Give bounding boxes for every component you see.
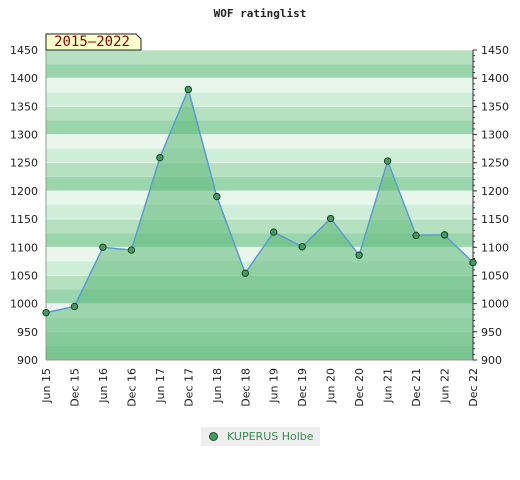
y-tick-label-right: 1400	[481, 72, 509, 85]
y-tick-label-right: 1450	[481, 44, 509, 57]
x-tick-label: Jun 15	[40, 368, 53, 404]
data-point	[270, 228, 278, 236]
data-point	[383, 157, 392, 165]
data-point	[412, 231, 420, 240]
y-tick-label-left: 1200	[10, 185, 38, 198]
data-point	[127, 246, 136, 254]
x-tick-label: Dec 20	[353, 368, 366, 407]
y-tick-label-right: 950	[481, 326, 502, 339]
y-tick-label-right: 1200	[481, 185, 509, 198]
data-point	[42, 308, 50, 317]
x-tick-label: Dec 19	[296, 368, 309, 407]
y-tick-label-left: 950	[17, 326, 38, 339]
legend-label: KUPERUS Holbe	[227, 430, 314, 443]
data-point	[99, 243, 107, 251]
y-tick-label-right: 1250	[481, 157, 509, 170]
background-band	[46, 134, 473, 149]
data-point	[184, 85, 193, 94]
y-axis-right: 900 950 1000 1050 1100 1150 1200 1250 1300 1350 14…	[472, 44, 509, 367]
y-tick-label-left: 1100	[10, 241, 38, 254]
x-tick-label: Dec 22	[467, 368, 480, 407]
data-point	[326, 214, 335, 223]
background-band	[46, 162, 473, 177]
y-tick-label-left: 900	[17, 354, 38, 367]
data-point	[70, 302, 79, 311]
data-point	[156, 153, 164, 162]
background-band	[46, 190, 473, 205]
x-tick-label: Dec 21	[410, 368, 423, 407]
x-tick-label: Dec 15	[68, 368, 81, 407]
y-tick-label-right: 1050	[481, 269, 509, 282]
data-point	[241, 269, 249, 277]
period-badge: 2015–2022	[45, 33, 142, 51]
y-tick-label-right: 1300	[481, 129, 509, 142]
y-tick-label-left: 1250	[10, 157, 38, 170]
background-band	[46, 120, 473, 135]
chart-title: WOF ratinglist	[214, 7, 307, 20]
y-tick-label-left: 1350	[10, 100, 38, 113]
y-tick-label-left: 1400	[10, 72, 38, 85]
y-tick-label-left: 1050	[10, 269, 38, 282]
series-line	[45, 87, 474, 314]
x-tick-label: Dec 17	[182, 368, 195, 407]
y-tick-label-left: 1300	[10, 129, 38, 142]
background-band	[46, 78, 473, 93]
x-tick-label: Jun 18	[211, 368, 224, 404]
series-area	[46, 89, 473, 361]
legend: KUPERUS Holbe	[201, 427, 320, 446]
data-point	[469, 258, 477, 267]
y-tick-label-right: 1100	[481, 241, 509, 254]
y-tick-label-right: 1150	[481, 213, 509, 226]
y-tick-label-right: 1000	[481, 298, 509, 311]
y-axis-left: 900 950 1000 1050 1100 1150 1200 1250 1300 1350 14…	[10, 44, 47, 367]
x-tick-label: Dec 16	[125, 368, 138, 407]
data-point	[440, 231, 449, 239]
legend-marker-icon	[209, 432, 218, 441]
y-tick-label-right: 900	[481, 354, 502, 367]
y-tick-label-left: 1150	[10, 213, 38, 226]
y-tick-label-right: 1350	[481, 100, 509, 113]
data-point	[298, 243, 306, 251]
background-band	[46, 64, 473, 79]
data-points	[42, 85, 477, 317]
y-tick-label-left: 1000	[10, 298, 38, 311]
x-tick-label: Jun 17	[154, 368, 167, 404]
background-band	[46, 176, 473, 191]
x-tick-label: Jun 16	[97, 368, 110, 404]
background-band	[46, 92, 473, 107]
background-band	[46, 106, 473, 121]
data-point	[213, 192, 221, 201]
x-tick-label: Jun 22	[439, 368, 452, 404]
x-tick-label: Jun 20	[325, 368, 338, 404]
x-axis: Jun 15 Dec 15 Jun 16 Dec 16 Jun 17 Dec 17 Jun …	[40, 359, 480, 407]
data-point	[355, 251, 363, 259]
background-band	[46, 148, 473, 163]
x-tick-label: Dec 18	[239, 368, 252, 407]
y-tick-label-left: 1450	[10, 44, 38, 57]
period-badge-text: 2015–2022	[54, 34, 130, 50]
x-tick-label: Jun 19	[268, 368, 281, 404]
x-tick-label: Jun 21	[382, 368, 395, 404]
background-band	[46, 50, 473, 65]
